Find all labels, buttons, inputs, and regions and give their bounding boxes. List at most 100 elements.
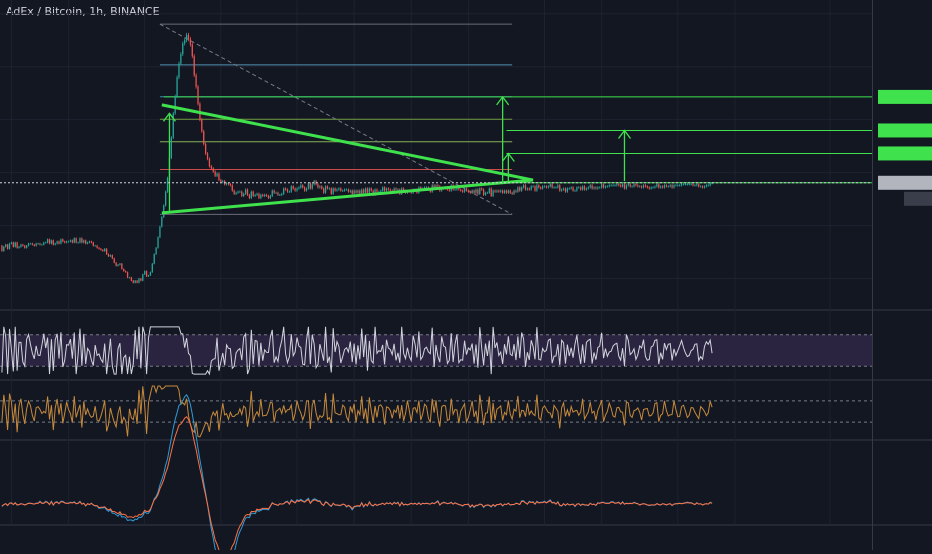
candle-body	[435, 185, 437, 189]
candle-body	[241, 191, 243, 196]
candle-body	[5, 244, 7, 247]
candle-body	[469, 191, 471, 193]
candle-body	[16, 242, 18, 248]
candle-body	[296, 188, 298, 191]
candle-body	[96, 245, 98, 248]
candle-body	[581, 186, 584, 190]
candle-body	[631, 186, 633, 188]
candle-body	[319, 186, 321, 188]
candle-body	[248, 194, 251, 199]
candle-body	[644, 185, 647, 187]
candle-body	[119, 263, 121, 265]
candle-body	[145, 271, 148, 277]
candle-body	[324, 186, 327, 193]
candle-body	[52, 240, 54, 245]
candle-body	[387, 188, 390, 190]
macd-signal-line	[1, 416, 713, 554]
candle-body	[711, 183, 713, 185]
candle-body	[191, 44, 193, 57]
candle-body	[197, 86, 199, 104]
candle-body	[393, 188, 395, 192]
candle-body	[107, 254, 110, 257]
candle-body	[660, 186, 662, 188]
candle-body	[123, 268, 125, 272]
candle-body	[696, 184, 698, 186]
candle-body	[75, 238, 77, 243]
candle-body	[22, 244, 24, 246]
candle-body	[536, 185, 538, 191]
candle-body	[389, 189, 391, 191]
candle-body	[98, 247, 100, 249]
candle-body	[618, 184, 620, 186]
candle-body	[144, 271, 146, 275]
candle-body	[64, 241, 66, 243]
candle-body	[551, 184, 553, 188]
candle-body	[187, 34, 190, 40]
candle-body	[364, 188, 367, 193]
candle-body	[557, 185, 559, 188]
candle-body	[204, 144, 207, 154]
candle-body	[260, 194, 262, 199]
candle-body	[111, 255, 113, 259]
candle-body	[498, 190, 500, 192]
candle-body	[317, 184, 319, 188]
candle-body	[35, 243, 37, 246]
candle-body	[600, 184, 603, 188]
candle-body	[423, 187, 426, 189]
candle-body	[610, 185, 612, 187]
candle-body	[292, 186, 294, 189]
candle-body	[132, 280, 134, 283]
candle-body	[661, 186, 664, 188]
candle-body	[475, 189, 477, 193]
candle-body	[602, 184, 605, 188]
candle-body	[555, 187, 557, 189]
candle-body	[79, 238, 81, 243]
candle-body	[302, 185, 304, 188]
candle-body	[494, 190, 496, 192]
candle-body	[460, 189, 462, 191]
candle-body	[709, 183, 711, 186]
candle-body	[374, 189, 376, 195]
candle-body	[545, 186, 548, 188]
candle-body	[279, 194, 281, 196]
candle-body	[149, 272, 152, 276]
candle-body	[126, 272, 129, 278]
candle-body	[362, 189, 365, 193]
candle-body	[669, 185, 671, 187]
candle-body	[243, 193, 245, 196]
candle-body	[71, 240, 74, 243]
candle-body	[351, 190, 353, 194]
candle-body	[515, 190, 517, 192]
candle-body	[559, 185, 561, 191]
candle-body	[10, 242, 13, 244]
candle-body	[62, 239, 64, 242]
candle-body	[519, 187, 521, 191]
candle-body	[477, 189, 479, 194]
candle-body	[307, 183, 310, 189]
candle-body	[355, 190, 357, 193]
candle-body	[686, 184, 688, 186]
candle-body	[608, 185, 610, 187]
candle-body	[222, 181, 224, 183]
candle-body	[313, 181, 315, 185]
candle-body	[482, 189, 485, 195]
candle-body	[262, 194, 264, 196]
candle-body	[265, 194, 268, 196]
candle-body	[326, 186, 329, 189]
candle-body	[366, 188, 369, 193]
candle-body	[92, 242, 94, 246]
candle-body	[185, 34, 188, 41]
candle-body	[195, 75, 197, 87]
candle-body	[382, 187, 384, 191]
candle-body	[635, 184, 637, 186]
candle-body	[694, 185, 696, 187]
candle-body	[161, 217, 163, 227]
candle-body	[281, 193, 283, 195]
candle-body	[538, 185, 540, 188]
candle-body	[164, 191, 167, 206]
candle-body	[250, 191, 252, 199]
candle-body	[208, 158, 211, 167]
panel-series-line	[1, 326, 713, 376]
candle-body	[231, 185, 233, 191]
